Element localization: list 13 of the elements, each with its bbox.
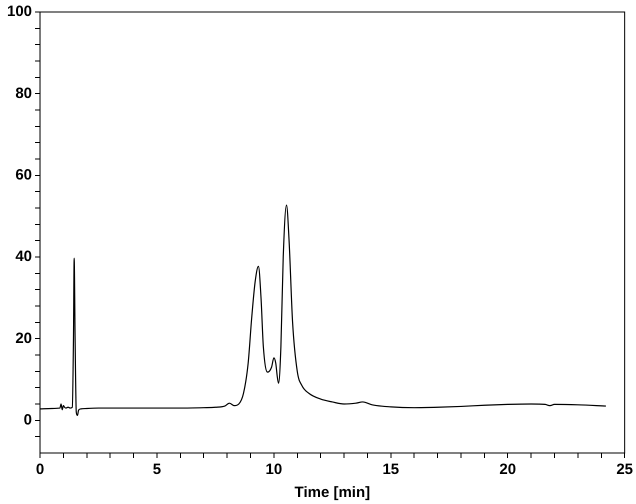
x-tick-label: 25 — [616, 461, 633, 478]
x-tick-label: 15 — [382, 461, 400, 478]
x-tick-label: 5 — [152, 461, 162, 478]
x-axis-title: Time [min] — [294, 484, 370, 502]
y-tick-label: 100 — [6, 3, 32, 20]
y-tick-label: 20 — [15, 330, 32, 347]
y-tick-label: 0 — [24, 411, 32, 428]
y-tick-label: 80 — [15, 84, 32, 102]
x-tick-label: 20 — [499, 461, 516, 478]
x-tick-label: 0 — [36, 461, 44, 478]
y-tick-label: 40 — [15, 248, 32, 266]
y-tick-label: 60 — [15, 166, 32, 184]
x-tick-label: 10 — [266, 461, 282, 478]
